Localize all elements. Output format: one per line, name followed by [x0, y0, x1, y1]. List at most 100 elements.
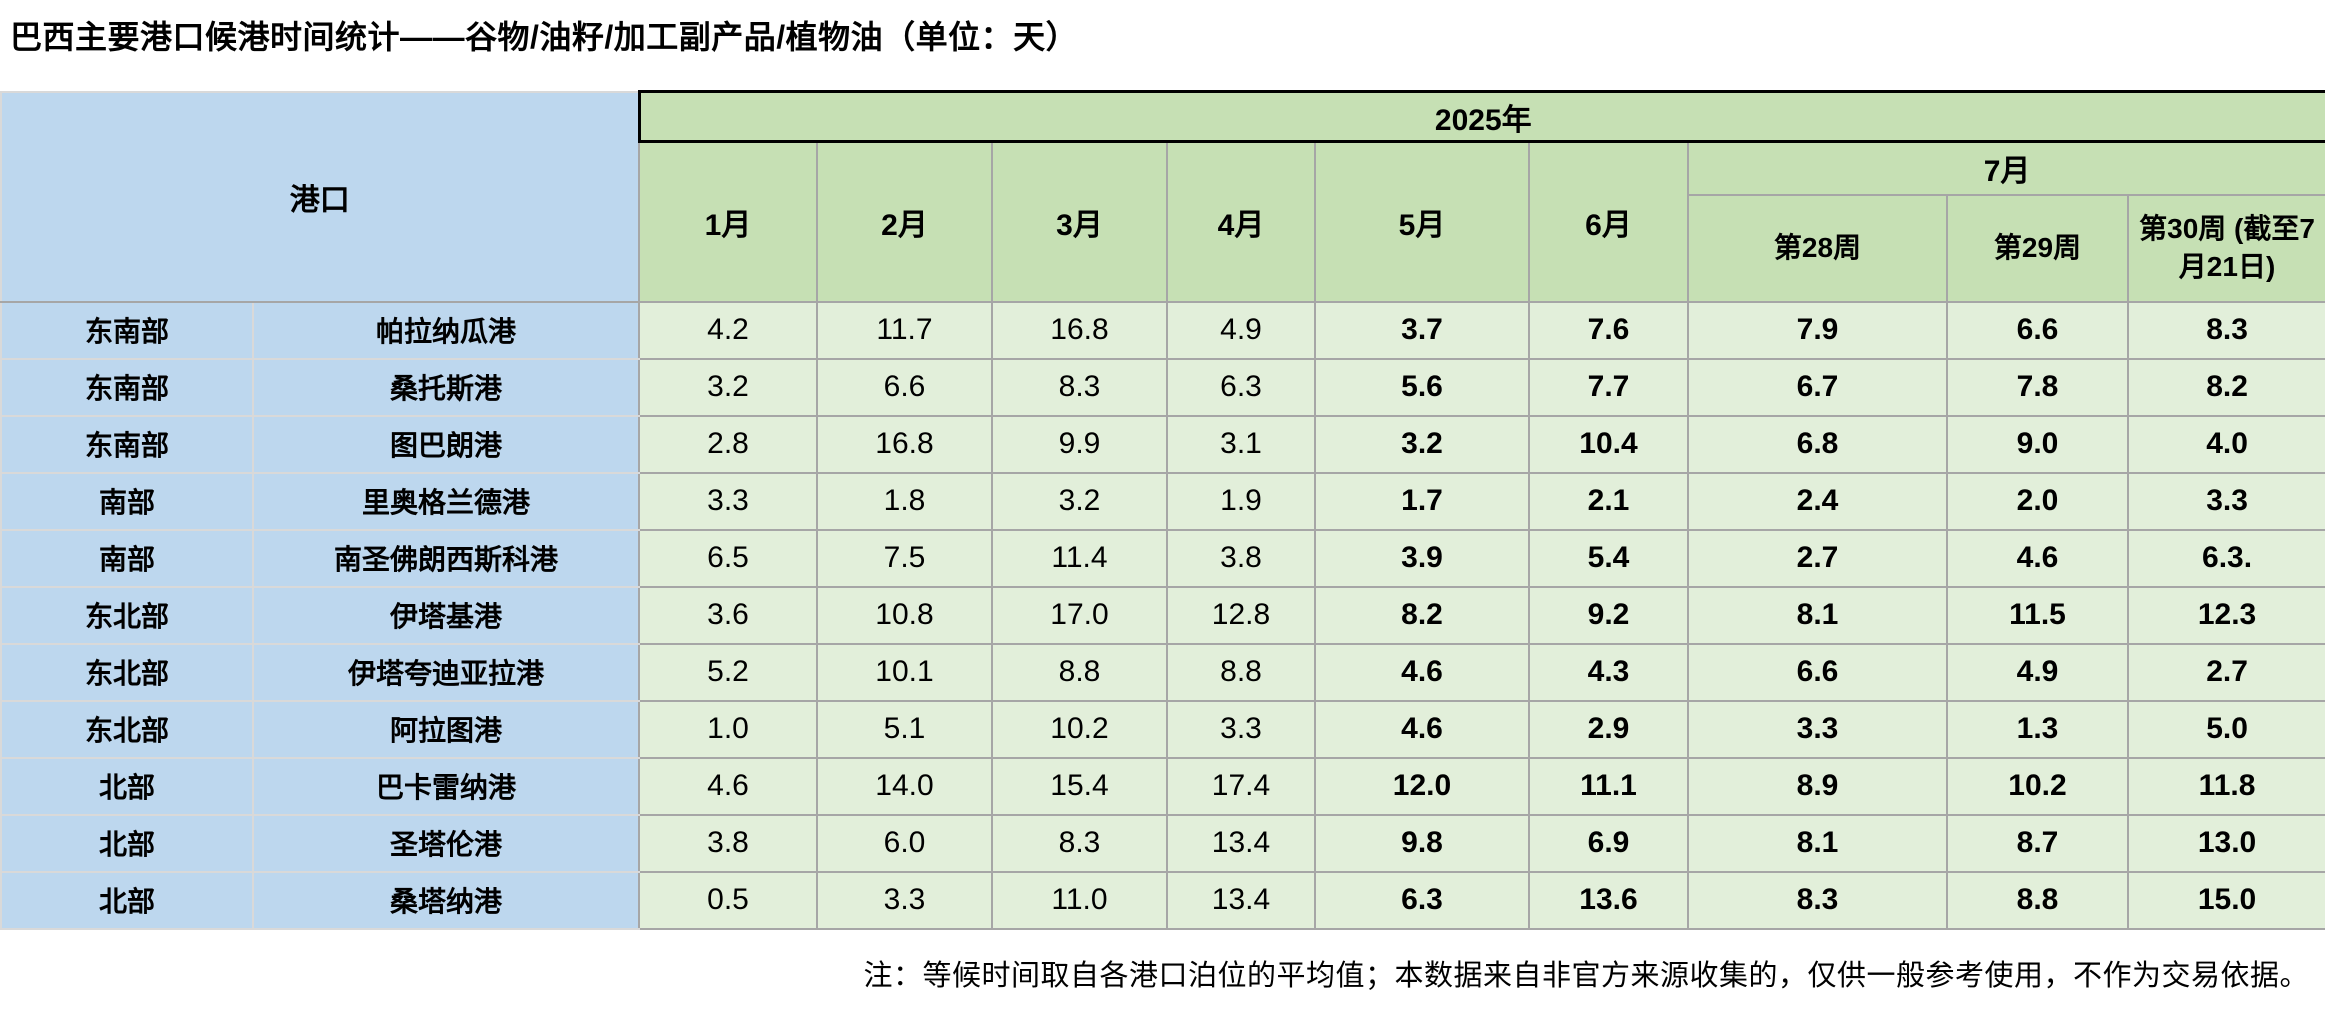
- port-cell: 南圣佛朗西斯科港: [252, 528, 640, 588]
- region-cell: 北部: [0, 870, 254, 930]
- value-cell: 2.9: [1528, 699, 1689, 759]
- value-cell: 6.3: [1166, 357, 1316, 417]
- value-cell: 12.8: [1166, 585, 1316, 645]
- value-cell: 5.1: [816, 699, 993, 759]
- value-cell: 2.7: [1687, 528, 1948, 588]
- table-row: 南部 里奥格兰德港 3.3 1.8 3.2 1.9 1.7 2.1 2.4 2.0 3.3: [0, 471, 2325, 531]
- value-cell: 6.8: [1687, 414, 1948, 474]
- value-cell: 6.3: [1314, 870, 1530, 930]
- page-title: 巴西主要港口候港时间统计——谷物/油籽/加工副产品/植物油（单位：天）: [10, 19, 1079, 55]
- value-cell: 4.9: [1946, 642, 2129, 702]
- value-cell: 3.9: [1314, 528, 1530, 588]
- port-cell: 图巴朗港: [252, 414, 640, 474]
- table-row: 东南部 帕拉纳瓜港 4.2 11.7 16.8 4.9 3.7 7.6 7.9 6.6 8.3: [0, 300, 2325, 360]
- value-cell: 11.4: [991, 528, 1168, 588]
- port-wait-time-table: 港口 2025年 1月 2月 3月 4月 5月 6月 7月 第28周 第29周 …: [0, 90, 2325, 930]
- table-row: 东南部 桑托斯港 3.2 6.6 8.3 6.3 5.6 7.7 6.7 7.8 8.2: [0, 357, 2325, 417]
- month-header-jun: 6月: [1528, 140, 1689, 303]
- value-cell: 4.3: [1528, 642, 1689, 702]
- month-header-feb: 2月: [816, 140, 993, 303]
- port-column-header: 港口: [0, 90, 640, 303]
- table-row: 东北部 伊塔基港 3.6 10.8 17.0 12.8 8.2 9.2 8.1 11.5 12.3: [0, 585, 2325, 645]
- month-header-may: 5月: [1314, 140, 1530, 303]
- value-cell: 6.6: [1687, 642, 1948, 702]
- value-cell: 3.2: [1314, 414, 1530, 474]
- port-cell: 阿拉图港: [252, 699, 640, 759]
- value-cell: 15.0: [2126, 870, 2325, 930]
- month-header-mar: 3月: [991, 140, 1168, 303]
- region-cell: 北部: [0, 756, 254, 816]
- value-cell: 6.0: [816, 813, 993, 873]
- value-cell: 15.4: [991, 756, 1168, 816]
- value-cell: 7.9: [1687, 300, 1948, 360]
- region-cell: 东南部: [0, 357, 254, 417]
- value-cell: 1.7: [1314, 471, 1530, 531]
- value-cell: 10.2: [991, 699, 1168, 759]
- week-28-header: 第28周: [1687, 193, 1948, 303]
- port-cell: 桑塔纳港: [252, 870, 640, 930]
- port-cell: 圣塔伦港: [252, 813, 640, 873]
- value-cell: 3.8: [1166, 528, 1316, 588]
- value-cell: 4.9: [1166, 300, 1316, 360]
- value-cell: 11.1: [1528, 756, 1689, 816]
- value-cell: 8.3: [991, 357, 1168, 417]
- value-cell: 4.2: [638, 300, 818, 360]
- value-cell: 6.3.: [2126, 528, 2325, 588]
- value-cell: 2.0: [1946, 471, 2129, 531]
- value-cell: 12.3: [2126, 585, 2325, 645]
- value-cell: 6.9: [1528, 813, 1689, 873]
- value-cell: 3.3: [1687, 699, 1948, 759]
- region-cell: 东北部: [0, 699, 254, 759]
- region-cell: 东北部: [0, 642, 254, 702]
- value-cell: 2.7: [2126, 642, 2325, 702]
- table-row: 南部 南圣佛朗西斯科港 6.5 7.5 11.4 3.8 3.9 5.4 2.7 4.6 6.3.: [0, 528, 2325, 588]
- region-cell: 南部: [0, 528, 254, 588]
- value-cell: 8.8: [1166, 642, 1316, 702]
- table-row: 东北部 阿拉图港 1.0 5.1 10.2 3.3 4.6 2.9 3.3 1.3 5.0: [0, 699, 2325, 759]
- value-cell: 13.4: [1166, 870, 1316, 930]
- value-cell: 4.6: [1946, 528, 2129, 588]
- value-cell: 17.0: [991, 585, 1168, 645]
- month-header-apr: 4月: [1166, 140, 1316, 303]
- value-cell: 8.1: [1687, 585, 1948, 645]
- table-body: 东南部 帕拉纳瓜港 4.2 11.7 16.8 4.9 3.7 7.6 7.9 6.6 8.3 东南部…: [0, 300, 2325, 930]
- value-cell: 5.2: [638, 642, 818, 702]
- region-cell: 南部: [0, 471, 254, 531]
- year-header: 2025年: [637, 90, 2325, 143]
- value-cell: 4.6: [1314, 642, 1530, 702]
- value-cell: 8.2: [2126, 357, 2325, 417]
- value-cell: 3.2: [638, 357, 818, 417]
- value-cell: 2.1: [1528, 471, 1689, 531]
- value-cell: 8.3: [1687, 870, 1948, 930]
- value-cell: 11.0: [991, 870, 1168, 930]
- region-cell: 北部: [0, 813, 254, 873]
- value-cell: 16.8: [991, 300, 1168, 360]
- port-cell: 巴卡雷纳港: [252, 756, 640, 816]
- value-cell: 8.3: [991, 813, 1168, 873]
- table-row: 北部 巴卡雷纳港 4.6 14.0 15.4 17.4 12.0 11.1 8.9 10.2 11.…: [0, 756, 2325, 816]
- value-cell: 1.9: [1166, 471, 1316, 531]
- value-cell: 3.7: [1314, 300, 1530, 360]
- value-cell: 8.7: [1946, 813, 2129, 873]
- port-cell: 伊塔夸迪亚拉港: [252, 642, 640, 702]
- port-cell: 里奥格兰德港: [252, 471, 640, 531]
- value-cell: 8.3: [2126, 300, 2325, 360]
- value-cell: 9.0: [1946, 414, 2129, 474]
- value-cell: 7.8: [1946, 357, 2129, 417]
- value-cell: 3.3: [816, 870, 993, 930]
- value-cell: 3.3: [2126, 471, 2325, 531]
- table-row: 东南部 图巴朗港 2.8 16.8 9.9 3.1 3.2 10.4 6.8 9.0 4.0: [0, 414, 2325, 474]
- value-cell: 10.4: [1528, 414, 1689, 474]
- week-30-header: 第30周 (截至7月21日): [2126, 193, 2325, 303]
- value-cell: 8.8: [991, 642, 1168, 702]
- region-cell: 东南部: [0, 414, 254, 474]
- region-cell: 东北部: [0, 585, 254, 645]
- footnote: 注：等候时间取自各港口泊位的平均值；本数据来自非官方来源收集的，仅供一般参考使用…: [863, 960, 2309, 992]
- value-cell: 6.5: [638, 528, 818, 588]
- port-cell: 帕拉纳瓜港: [252, 300, 640, 360]
- value-cell: 4.0: [2126, 414, 2325, 474]
- value-cell: 3.2: [991, 471, 1168, 531]
- value-cell: 1.3: [1946, 699, 2129, 759]
- value-cell: 4.6: [638, 756, 818, 816]
